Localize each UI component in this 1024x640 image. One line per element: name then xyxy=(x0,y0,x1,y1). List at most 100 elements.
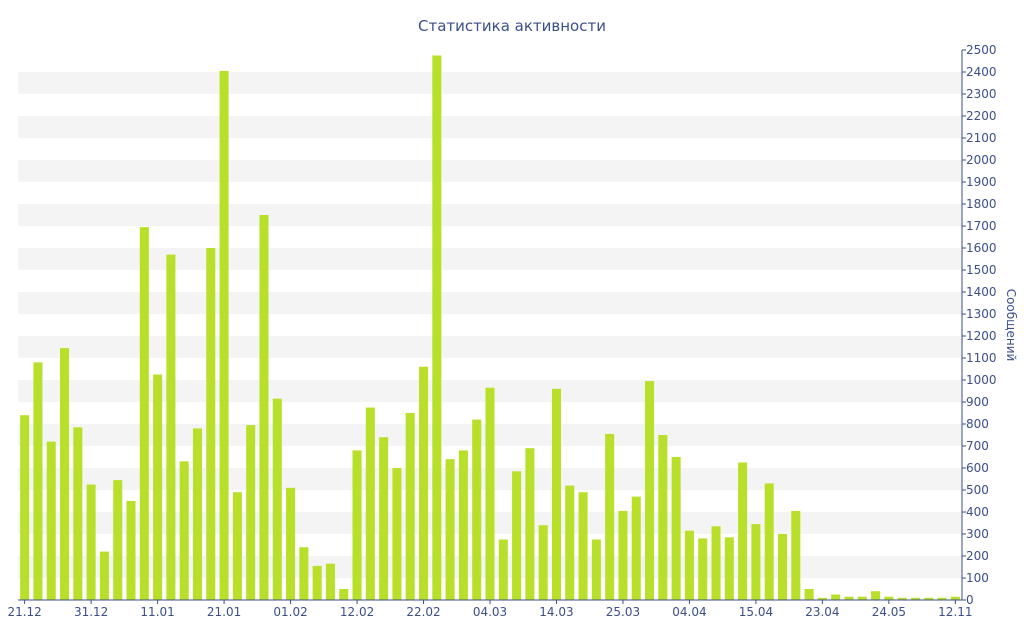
y-tick-label: 2000 xyxy=(966,153,997,167)
y-tick-label: 1800 xyxy=(966,197,997,211)
grid-band xyxy=(18,336,962,358)
grid-band xyxy=(18,116,962,138)
bar xyxy=(432,55,442,600)
y-tick-label: 1100 xyxy=(966,351,997,365)
x-tick-label: 24.05 xyxy=(872,605,906,619)
bar xyxy=(791,510,801,600)
y-tick-label: 1000 xyxy=(966,373,997,387)
y-tick-labels: 0 100 200 300 400 500 600 700 800 900 1000 1100 1200… xyxy=(962,43,997,607)
y-tick-label: 1500 xyxy=(966,263,997,277)
y-tick-label: 900 xyxy=(966,395,989,409)
y-tick-label: 2400 xyxy=(966,65,997,79)
y-tick-label: 1900 xyxy=(966,175,997,189)
x-tick-labels: 21.12 31.12 11.01 21.01 01.02 12.02 22.02 04.03… xyxy=(7,600,973,619)
bar xyxy=(259,215,269,600)
bar xyxy=(286,487,296,600)
y-axis-label: Сообщений xyxy=(1004,289,1018,362)
bar xyxy=(605,433,615,600)
bar xyxy=(445,459,455,600)
x-tick-label: 12.11 xyxy=(938,605,972,619)
bar xyxy=(804,589,814,600)
x-tick-label: 25.03 xyxy=(606,605,640,619)
bar xyxy=(325,563,335,600)
bar xyxy=(485,387,495,600)
bar xyxy=(498,539,508,600)
y-tick-label: 1200 xyxy=(966,329,997,343)
bar xyxy=(299,547,309,600)
bar xyxy=(764,483,774,600)
x-tick-label: 15.04 xyxy=(739,605,773,619)
bar xyxy=(831,594,841,600)
y-tick-label: 1300 xyxy=(966,307,997,321)
y-tick-label: 1400 xyxy=(966,285,997,299)
bar xyxy=(86,484,96,600)
y-tick-label: 400 xyxy=(966,505,989,519)
x-tick-label: 14.03 xyxy=(539,605,573,619)
y-tick-label: 2500 xyxy=(966,43,997,57)
bar xyxy=(751,524,761,600)
bar xyxy=(645,381,655,600)
bar xyxy=(844,596,854,600)
bar xyxy=(472,419,482,600)
bar xyxy=(724,537,734,600)
grid-band xyxy=(18,292,962,314)
grid-band xyxy=(18,72,962,94)
y-tick-label: 800 xyxy=(966,417,989,431)
bar xyxy=(232,492,242,600)
bar xyxy=(33,362,43,600)
bar xyxy=(910,597,920,600)
x-tick-label: 04.03 xyxy=(473,605,507,619)
bar xyxy=(777,534,788,600)
bar xyxy=(631,496,641,600)
bar xyxy=(950,596,960,600)
y-tick-label: 2300 xyxy=(966,87,997,101)
bar xyxy=(857,596,867,600)
bar xyxy=(525,448,535,600)
y-tick-label: 2100 xyxy=(966,131,997,145)
bar xyxy=(658,435,668,600)
bar xyxy=(458,450,468,600)
bar xyxy=(352,450,362,600)
bars xyxy=(20,55,960,600)
bar xyxy=(179,461,189,600)
bar xyxy=(139,227,149,600)
bar xyxy=(551,388,561,600)
grid-band xyxy=(18,160,962,182)
bar xyxy=(419,366,429,600)
bar xyxy=(312,565,322,600)
bar xyxy=(206,248,216,600)
y-tick-label: 500 xyxy=(966,483,989,497)
bar xyxy=(924,597,934,600)
bar xyxy=(405,413,415,600)
y-tick-label: 100 xyxy=(966,571,989,585)
y-tick-label: 1600 xyxy=(966,241,997,255)
bar xyxy=(512,471,522,600)
x-tick-label: 04.04 xyxy=(672,605,706,619)
x-tick-label: 21.12 xyxy=(7,605,41,619)
bar xyxy=(192,428,203,600)
bar xyxy=(60,348,70,600)
y-tick-label: 300 xyxy=(966,527,989,541)
grid-band xyxy=(18,204,962,226)
bar xyxy=(153,374,163,600)
bar xyxy=(565,485,575,600)
chart-title: Статистика активности xyxy=(418,17,606,35)
bar xyxy=(365,407,375,600)
x-tick-label: 21.01 xyxy=(207,605,241,619)
y-tick-label: 1700 xyxy=(966,219,997,233)
bar xyxy=(817,597,827,600)
bar xyxy=(591,539,601,600)
bar xyxy=(99,551,109,600)
bar xyxy=(684,530,694,600)
bar xyxy=(379,437,389,600)
x-tick-label: 12.02 xyxy=(340,605,374,619)
bar xyxy=(538,525,548,600)
bar xyxy=(698,538,708,600)
y-tick-label: 2200 xyxy=(966,109,997,123)
bar xyxy=(73,427,83,600)
bar xyxy=(671,457,681,600)
x-tick-label: 11.01 xyxy=(140,605,174,619)
x-tick-label: 01.02 xyxy=(273,605,307,619)
bar xyxy=(46,441,56,600)
